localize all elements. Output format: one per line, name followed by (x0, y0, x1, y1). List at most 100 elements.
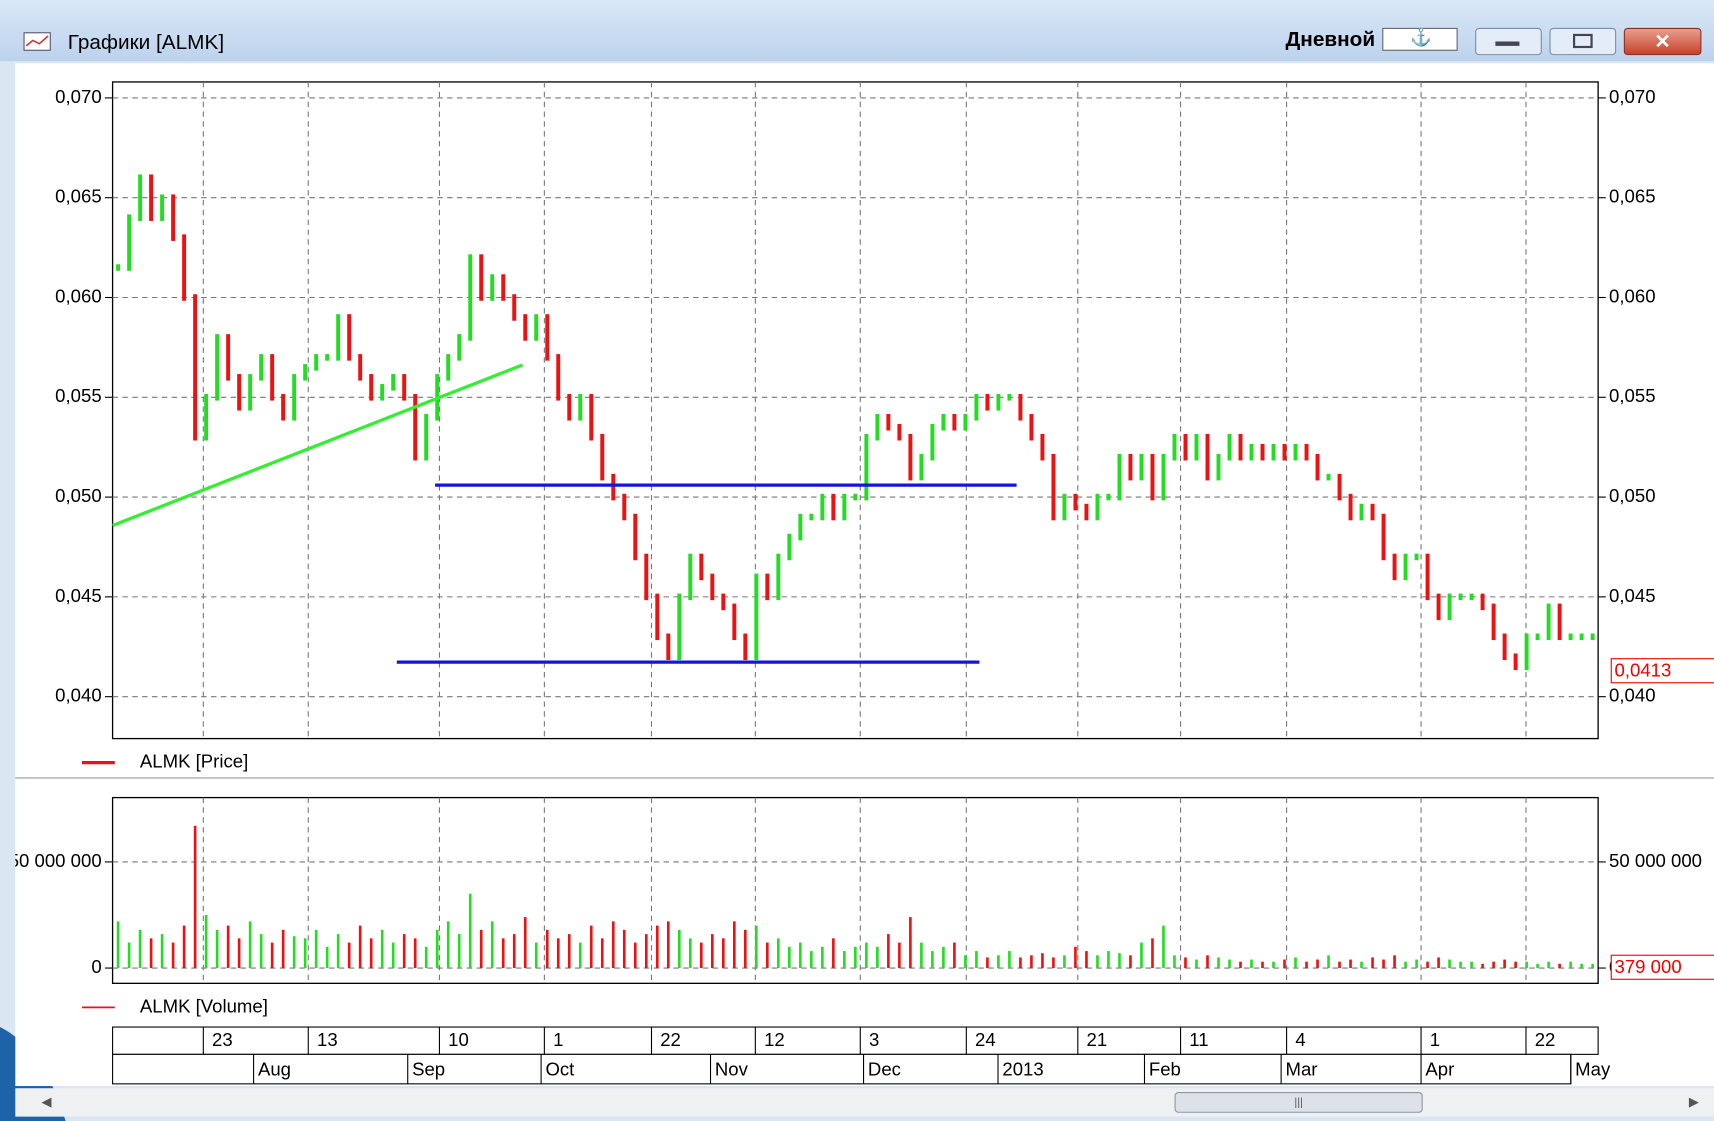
price-bar (303, 364, 308, 381)
price-bar (1348, 493, 1353, 521)
volume-bar (1316, 959, 1319, 969)
volume-bar (854, 946, 857, 969)
price-bar (996, 394, 1001, 411)
volume-bar (832, 938, 835, 969)
price-bar (1095, 493, 1100, 521)
price-bar (358, 354, 363, 381)
price-bar (743, 633, 748, 661)
volume-bar (1195, 959, 1198, 969)
volume-bar (1305, 961, 1308, 969)
volume-bar (1327, 955, 1330, 969)
price-bar (1590, 633, 1595, 641)
price-bar (941, 413, 946, 431)
price-bar (578, 394, 583, 421)
price-bar (160, 194, 165, 221)
volume-bar (810, 951, 813, 969)
price-bar (1282, 443, 1287, 461)
day-label: 13 (317, 1029, 338, 1050)
y-tick-label: 50 000 000 (9, 850, 102, 871)
volume-bar (1338, 961, 1341, 969)
volume-bar (1206, 955, 1209, 969)
price-bar (1018, 394, 1023, 421)
day-axis (112, 1026, 1599, 1055)
price-bar (237, 374, 242, 411)
price-bar (820, 493, 825, 521)
volume-bar (160, 934, 164, 969)
price-bar (1546, 603, 1551, 641)
restore-button[interactable] (1549, 27, 1617, 56)
price-bar (1403, 553, 1408, 581)
price-bar (765, 573, 770, 601)
price-bar (1062, 493, 1067, 521)
volume-bar (744, 929, 747, 969)
volume-bar (865, 942, 868, 969)
price-bar (193, 294, 198, 441)
price-bar (292, 374, 297, 421)
y-tick-label: 0,055 (55, 385, 101, 406)
volume-bar (843, 951, 846, 969)
price-bar (1557, 603, 1562, 641)
anchor-icon: ⚓ (1410, 27, 1432, 47)
scroll-right[interactable]: ▶ (1689, 1094, 1699, 1109)
volume-bar (1272, 961, 1275, 969)
volume-bar (479, 929, 483, 969)
volume-bar (248, 921, 252, 969)
month-label: Mar (1286, 1059, 1318, 1080)
volume-bar (920, 942, 923, 969)
volume-bar (1239, 961, 1242, 969)
price-bar (1425, 553, 1430, 601)
volume-bar (1492, 961, 1495, 969)
volume-bar (1437, 957, 1440, 969)
volume-bar (578, 942, 582, 969)
volume-bar (193, 825, 197, 969)
volume-bar (259, 934, 263, 969)
last-value-box (1610, 658, 1714, 684)
volume-bar (942, 946, 945, 969)
price-bar (1491, 603, 1496, 641)
volume-bar (611, 921, 615, 969)
price-bar (1568, 633, 1573, 641)
period-selector[interactable] (1382, 27, 1458, 51)
volume-bar (303, 938, 307, 969)
price-bar (798, 513, 803, 541)
price-bar (1502, 633, 1507, 661)
scrollbar[interactable] (15, 1088, 1714, 1117)
price-bar (776, 553, 781, 601)
volume-bar (1217, 957, 1220, 969)
close-glyph: ✕ (1654, 31, 1670, 53)
volume-bar (138, 929, 142, 969)
volume-bar (1162, 925, 1165, 969)
month-label: May (1575, 1059, 1611, 1080)
y-tick-label: 0 (91, 956, 101, 977)
scroll-thumb[interactable] (1174, 1092, 1423, 1113)
volume-bar (1536, 963, 1539, 969)
volume-bar (512, 934, 516, 969)
y2-tick-label: 0,065 (1609, 186, 1655, 207)
volume-bar (413, 938, 417, 969)
volume-bar (1096, 955, 1099, 969)
price-bar (490, 274, 495, 301)
price-bar (875, 413, 880, 441)
volume-bar (182, 925, 186, 969)
price-bar (1535, 633, 1540, 641)
scroll-left[interactable]: ◀ (42, 1094, 52, 1109)
volume-bar (1558, 963, 1561, 969)
volume-bar (821, 946, 824, 969)
price-bar (1315, 453, 1320, 481)
price-bar (611, 473, 616, 501)
price-bar (347, 314, 352, 361)
price-bar (1304, 443, 1309, 461)
volume-bar (699, 942, 703, 969)
price-bar (688, 553, 693, 601)
volume-bar (975, 951, 978, 969)
volume-bar (589, 925, 593, 969)
price-bar (1117, 453, 1122, 501)
volume-bar (1107, 951, 1110, 969)
close-button[interactable] (1623, 27, 1702, 56)
volume-bar (435, 929, 439, 969)
volume-bar (1404, 961, 1407, 969)
price-bar (1579, 633, 1584, 641)
month-axis (112, 1053, 1572, 1085)
price-bar (1392, 553, 1397, 581)
volume-bar (710, 934, 714, 969)
